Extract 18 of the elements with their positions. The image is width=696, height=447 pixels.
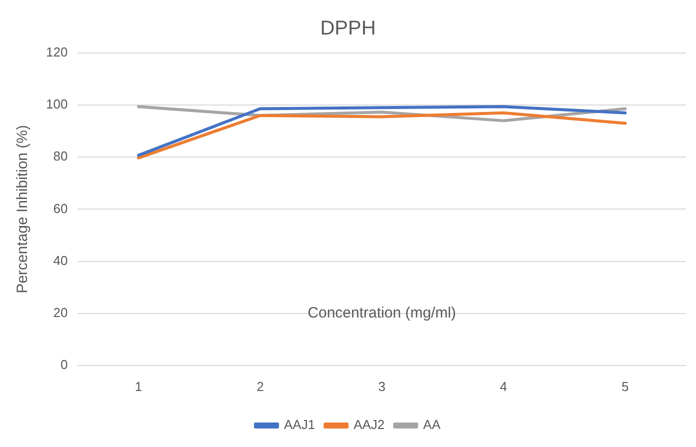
y-tick-label: 100 xyxy=(46,96,68,112)
legend-label: AAJ2 xyxy=(354,417,385,432)
y-axis-title: Percentage Inhibition (%) xyxy=(14,124,32,294)
legend-label: AA xyxy=(423,417,441,432)
x-tick-label: 4 xyxy=(500,378,508,394)
y-tick-label: 60 xyxy=(53,200,68,216)
y-tick-label: 20 xyxy=(53,304,68,320)
x-tick-label: 2 xyxy=(256,378,264,394)
x-tick-label: 5 xyxy=(622,378,629,394)
x-tick-label: 3 xyxy=(378,378,386,394)
legend-label: AAJ1 xyxy=(284,417,316,432)
chart-title: DPPH xyxy=(320,18,376,40)
x-tick-label: 1 xyxy=(134,378,142,394)
y-tick-label: 120 xyxy=(46,44,68,60)
x-axis-title: Concentration (mg/ml) xyxy=(308,304,456,322)
y-tick-label: 40 xyxy=(53,252,68,268)
y-tick-label: 80 xyxy=(53,148,68,164)
y-tick-label: 0 xyxy=(60,356,68,372)
